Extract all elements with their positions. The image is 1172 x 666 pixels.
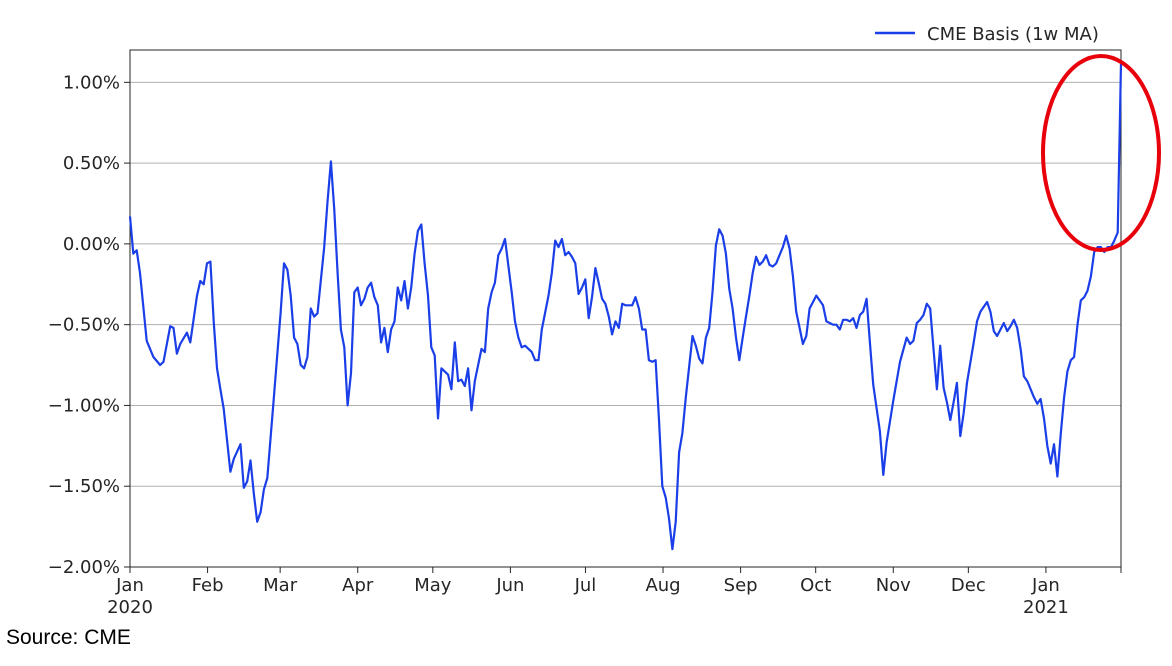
y-tick-label: −1.50% [48, 476, 120, 497]
y-tick-label: −2.00% [48, 557, 120, 578]
x-tick-label: Oct [800, 575, 831, 596]
legend: CME Basis (1w MA) [875, 24, 1099, 45]
highlight-ellipse [1041, 54, 1161, 252]
x-tick-label: Jan [1031, 575, 1060, 596]
x-tick-label: Nov [876, 575, 911, 596]
y-tick-label: 0.50% [63, 153, 120, 174]
x-tick-label: Aug [645, 575, 680, 596]
y-tick-label: 1.00% [63, 72, 120, 93]
x-tick-year-label: 2021 [1023, 597, 1069, 618]
x-tick-label: Jul [574, 575, 597, 596]
series-line [128, 62, 1123, 551]
x-tick-label: Feb [192, 575, 224, 596]
x-tick-label: Jun [495, 575, 524, 596]
source-note: Source: CME [6, 626, 131, 649]
y-tick-label: −1.00% [48, 395, 120, 416]
y-axis: −2.00% −1.50% −1.00% −0.50% 0.00% 0.50% 1.00% [48, 72, 130, 578]
y-tick-label: 0.00% [63, 234, 120, 255]
plot-area [129, 49, 1122, 568]
gridlines [130, 81, 1121, 568]
x-tick-label: Sep [724, 575, 758, 596]
legend-label: CME Basis (1w MA) [927, 24, 1099, 45]
x-tick-label: Dec [951, 575, 986, 596]
y-tick-label: −0.50% [48, 315, 120, 336]
x-tick-label: Jan [115, 575, 144, 596]
x-tick-label: Mar [263, 575, 298, 596]
x-tick-year-label: 2020 [107, 597, 153, 618]
x-tick-label: May [414, 575, 452, 596]
x-tick-label: Apr [342, 575, 374, 596]
chart: −2.00%−1.50%−1.00%−0.50%0.00%0.50%1.00% … [48, 24, 1161, 618]
